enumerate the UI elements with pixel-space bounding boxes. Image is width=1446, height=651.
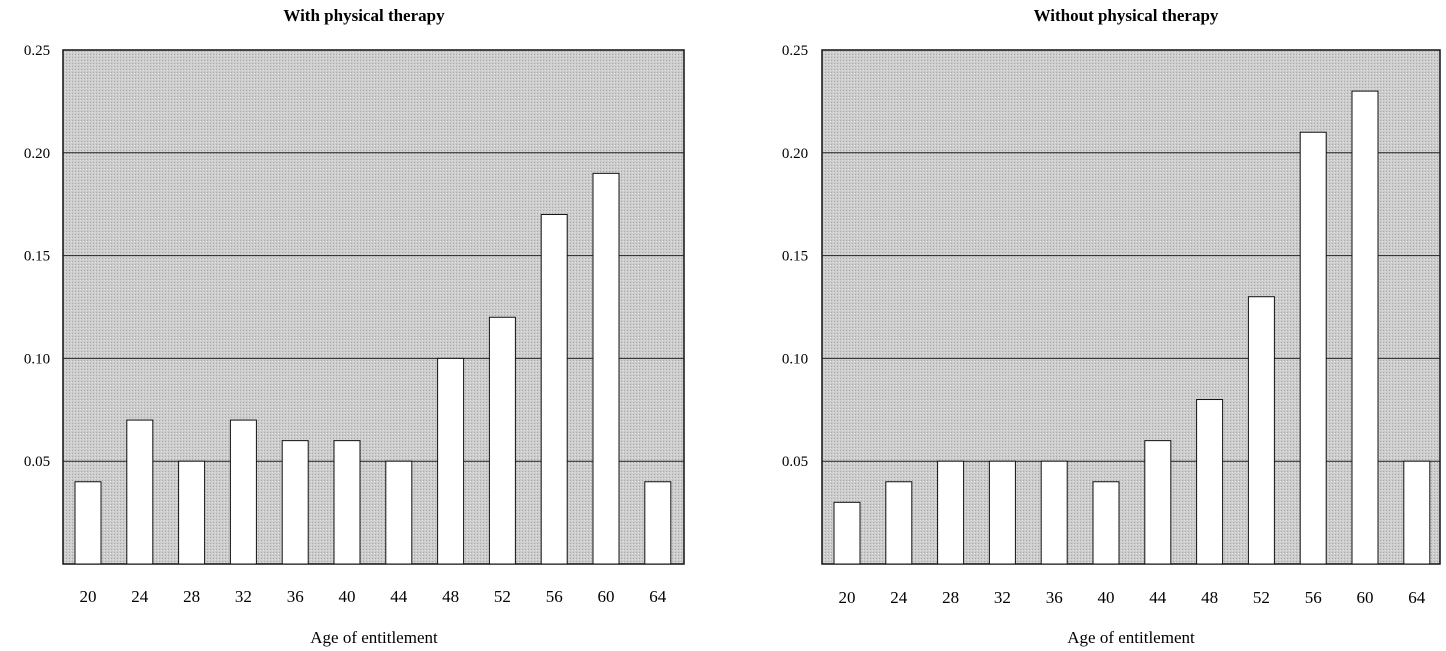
- x-tick-label: 20: [80, 587, 97, 606]
- x-tick-labels: 20 24 28 32 36 40 44 48 52 56 60 64: [80, 587, 667, 606]
- x-axis-label: Age of entitlement: [310, 628, 438, 647]
- x-tick-label: 28: [942, 588, 959, 607]
- bar-48: [1196, 399, 1224, 565]
- gridlines: [822, 152, 1440, 462]
- x-axis-label: Age of entitlement: [1067, 628, 1195, 647]
- chart-title: With physical therapy: [283, 6, 445, 25]
- x-tick-label: 48: [1201, 588, 1218, 607]
- bars: [74, 172, 672, 565]
- x-tick-label: 40: [1098, 588, 1115, 607]
- x-tick-label: 56: [546, 587, 563, 606]
- bar-32: [229, 419, 257, 565]
- plot-area: [62, 49, 685, 565]
- bar-20: [833, 501, 861, 565]
- y-tick-label: 0.15: [24, 249, 50, 265]
- x-tick-label: 28: [183, 587, 200, 606]
- x-tick-label: 52: [1253, 588, 1270, 607]
- y-tick-label: 0.05: [782, 454, 808, 470]
- bar-60: [592, 172, 620, 565]
- bar-32: [988, 460, 1016, 565]
- y-tick-label: 0.10: [24, 351, 50, 367]
- y-tick-label: 0.25: [782, 43, 808, 59]
- bars: [833, 90, 1431, 565]
- y-tick-label: 0.20: [24, 146, 50, 162]
- bar-40: [333, 440, 361, 565]
- y-tick-label: 0.15: [782, 249, 808, 265]
- x-tick-label: 44: [1149, 588, 1167, 607]
- x-tick-label: 64: [1408, 588, 1426, 607]
- y-tick-label: 0.25: [24, 43, 50, 59]
- x-tick-label: 60: [598, 587, 615, 606]
- x-tick-label: 52: [494, 587, 511, 606]
- bar-36: [1040, 460, 1068, 565]
- bar-44: [1144, 440, 1172, 565]
- bar-28: [937, 460, 965, 565]
- bar-56: [1299, 131, 1327, 565]
- bar-52: [488, 316, 516, 565]
- gridlines: [63, 152, 684, 462]
- bar-40: [1092, 481, 1120, 565]
- chart-with-physical-therapy: With physical therapy 0.050.100.150.200.…: [24, 6, 685, 647]
- x-tick-label: 48: [442, 587, 459, 606]
- x-tick-label: 60: [1357, 588, 1374, 607]
- bar-28: [178, 460, 206, 565]
- x-tick-label: 32: [235, 587, 252, 606]
- bar-56: [540, 213, 568, 565]
- bar-48: [437, 357, 465, 565]
- x-tick-label: 36: [287, 587, 304, 606]
- x-tick-label: 20: [839, 588, 856, 607]
- x-tick-label: 64: [649, 587, 667, 606]
- bar-64: [644, 481, 672, 565]
- x-tick-label: 56: [1305, 588, 1322, 607]
- chart-without-physical-therapy: Without physical therapy 0.05 0.10 0.15 0.2…: [782, 6, 1441, 647]
- bar-52: [1247, 296, 1275, 565]
- x-tick-label: 24: [131, 587, 149, 606]
- y-tick-labels: 0.05 0.10 0.15 0.20 0.25: [24, 43, 50, 470]
- bar-64: [1403, 460, 1431, 565]
- bar-24: [885, 481, 913, 565]
- bar-36: [281, 440, 309, 565]
- x-tick-labels: 20 24 28 32 36 40 44 48 52 56 60 64: [839, 588, 1426, 607]
- chart-title: Without physical therapy: [1034, 6, 1219, 25]
- y-tick-label: 0.10: [782, 351, 808, 367]
- x-tick-label: 40: [339, 587, 356, 606]
- x-tick-label: 44: [390, 587, 408, 606]
- x-tick-label: 36: [1046, 588, 1063, 607]
- plot-area: [821, 49, 1441, 565]
- bar-60: [1351, 90, 1379, 565]
- y-tick-labels: 0.05 0.10 0.15 0.20 0.25: [782, 43, 808, 470]
- y-tick-label: 0.05: [24, 454, 50, 470]
- y-tick-label: 0.20: [782, 146, 808, 162]
- x-tick-label: 32: [994, 588, 1011, 607]
- x-tick-label: 24: [890, 588, 908, 607]
- bar-44: [385, 460, 413, 565]
- bar-20: [74, 481, 102, 565]
- bar-24: [126, 419, 154, 565]
